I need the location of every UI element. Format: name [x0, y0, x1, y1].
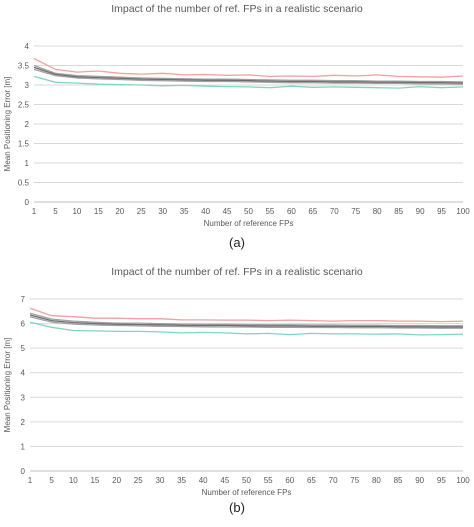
caption-a: (a) [229, 235, 245, 250]
y-tick-label: 4 [21, 369, 26, 378]
y-tick-label: 0 [25, 198, 30, 207]
x-tick-label: 35 [177, 476, 186, 485]
x-tick-label: 50 [242, 476, 251, 485]
x-tick-label: 1 [32, 207, 37, 216]
x-tick-label: 95 [437, 207, 446, 216]
x-tick-label: 100 [456, 207, 470, 216]
x-tick-label: 40 [199, 476, 208, 485]
y-tick-label: 0 [21, 467, 26, 476]
y-axis-label: Mean Positioning Error [m] [3, 338, 12, 433]
x-tick-label: 85 [394, 476, 403, 485]
y-tick-label: 2 [25, 120, 30, 129]
y-tick-label: 1 [25, 159, 30, 168]
series-line [29, 321, 464, 336]
x-tick-label: 15 [94, 207, 103, 216]
y-tick-label: 2 [21, 418, 26, 427]
x-tick-label: 25 [137, 207, 146, 216]
x-tick-label: 35 [180, 207, 189, 216]
chart-title: Impact of the number of ref. FPs in a re… [111, 3, 363, 15]
chart-panel-b: Impact of the number of ref. FPs in a re… [0, 263, 474, 527]
x-tick-label: 40 [201, 207, 210, 216]
y-tick-label: 5 [21, 344, 26, 353]
x-axis-label: Number of reference FPs [204, 219, 294, 228]
chart-title: Impact of the number of ref. FPs in a re… [111, 266, 363, 278]
x-tick-label: 30 [158, 207, 167, 216]
y-tick-label: 4 [25, 42, 30, 51]
series-line [33, 75, 464, 89]
x-tick-label: 45 [223, 207, 232, 216]
series-line [29, 316, 463, 329]
x-tick-label: 55 [264, 476, 273, 485]
y-tick-label: 1 [21, 442, 26, 451]
x-tick-label: 85 [394, 207, 403, 216]
x-tick-label: 55 [265, 207, 274, 216]
x-tick-label: 5 [53, 207, 58, 216]
y-tick-label: 1.5 [18, 140, 30, 149]
x-tick-label: 60 [285, 476, 294, 485]
x-tick-label: 90 [415, 476, 424, 485]
x-tick-label: 60 [287, 207, 296, 216]
x-tick-label: 65 [308, 207, 317, 216]
series-line [33, 57, 464, 78]
series-line [29, 307, 464, 323]
x-tick-label: 20 [112, 476, 121, 485]
chart-b-svg: Impact of the number of ref. FPs in a re… [3, 266, 470, 497]
y-axis-label: Mean Positioning Error [m] [3, 77, 12, 172]
caption-b: (b) [229, 500, 245, 515]
x-tick-label: 15 [90, 476, 99, 485]
series-line [33, 66, 464, 84]
x-tick-label: 65 [307, 476, 316, 485]
y-tick-label: 7 [21, 295, 26, 304]
x-tick-label: 10 [72, 207, 81, 216]
y-tick-label: 3 [21, 393, 26, 402]
x-tick-label: 20 [115, 207, 124, 216]
x-tick-label: 30 [155, 476, 164, 485]
x-tick-label: 70 [330, 207, 339, 216]
x-tick-label: 80 [372, 476, 381, 485]
chart-a-svg: Impact of the number of ref. FPs in a re… [3, 3, 470, 228]
x-tick-label: 90 [416, 207, 425, 216]
x-tick-label: 75 [350, 476, 359, 485]
x-tick-label: 25 [134, 476, 143, 485]
x-tick-label: 75 [351, 207, 360, 216]
x-axis-label: Number of reference FPs [202, 488, 292, 497]
x-tick-label: 50 [244, 207, 253, 216]
series-line [33, 64, 464, 83]
series-line [33, 68, 464, 85]
y-tick-label: 6 [21, 320, 26, 329]
y-tick-label: 0.5 [18, 179, 30, 188]
series-line [29, 314, 463, 328]
x-tick-label: 80 [373, 207, 382, 216]
y-tick-label: 3.5 [18, 62, 30, 71]
x-tick-label: 1 [28, 476, 33, 485]
x-tick-label: 5 [49, 476, 54, 485]
x-tick-label: 95 [437, 476, 446, 485]
x-tick-label: 45 [220, 476, 229, 485]
y-tick-label: 3 [25, 81, 30, 90]
x-tick-label: 70 [329, 476, 338, 485]
x-tick-label: 10 [69, 476, 78, 485]
x-tick-label: 100 [456, 476, 470, 485]
y-tick-label: 2.5 [18, 101, 30, 110]
chart-panel-a: Impact of the number of ref. FPs in a re… [0, 0, 474, 262]
series-line [29, 312, 463, 327]
